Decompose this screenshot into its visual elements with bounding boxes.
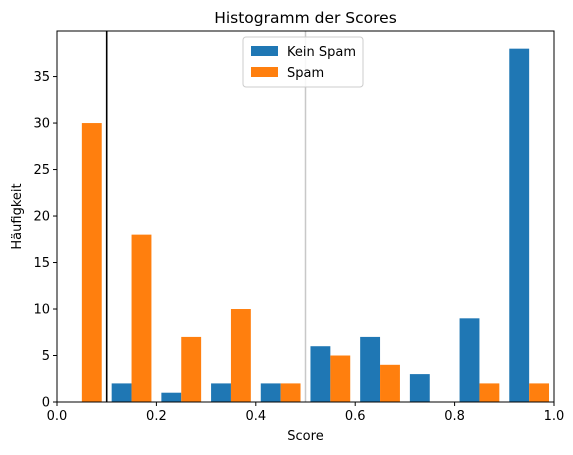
y-ticks-layer: 0 5 10 15 20 25 30 35 [33,70,57,411]
bar-kein-spam-bin-8 [459,318,480,402]
chart-title: Histogramm der Scores [214,9,397,27]
x-tick-label: 1.0 [544,409,565,424]
bar-kein-spam-bin-5 [310,346,331,402]
x-tick-label: 0.2 [146,409,167,424]
legend: Kein Spam Spam [242,36,364,88]
x-tick-label: 0.4 [245,409,266,424]
bar-kein-spam-bin-9 [509,48,530,403]
y-tick-label: 20 [33,210,50,225]
bar-spam-bin-5 [330,355,351,402]
bar-kein-spam-bin-3 [211,383,231,402]
x-tick-label: 0.6 [345,409,366,424]
bar-kein-spam-bin-7 [409,374,430,402]
x-tick-label: 0.0 [47,409,68,424]
y-tick-label: 0 [42,396,50,411]
bar-kein-spam-bin-4 [260,383,281,402]
bar-spam-bin-3 [230,309,251,402]
y-tick-label: 15 [33,256,50,271]
bar-spam-bin-9 [529,383,550,402]
x-axis-label: Score [287,429,323,444]
bar-spam-bin-1 [131,234,152,402]
bar-spam-bin-0 [81,123,102,402]
bar-spam-bin-8 [479,383,500,402]
y-tick-label: 30 [33,117,50,132]
legend-label-spam: Spam [287,66,324,81]
bars-layer [81,48,550,403]
bar-kein-spam-bin-2 [161,392,182,402]
x-ticks-layer: 0.0 0.2 0.4 0.6 0.8 1.0 [47,402,565,424]
legend-label-kein-spam: Kein Spam [287,45,356,60]
x-tick-label: 0.8 [444,409,465,424]
y-tick-label: 5 [42,349,50,364]
y-tick-label: 35 [33,70,50,85]
bar-spam-bin-2 [181,336,202,402]
bar-kein-spam-bin-1 [111,383,132,402]
legend-swatch-kein-spam [251,46,278,56]
reference-lines-layer [105,31,307,402]
bar-spam-bin-4 [280,383,301,402]
bar-spam-bin-6 [380,364,400,402]
legend-swatch-spam [251,67,278,77]
bar-kein-spam-bin-6 [360,336,381,402]
y-tick-label: 10 [33,303,50,318]
y-tick-label: 25 [33,163,50,178]
y-axis-label: Häufigkeit [10,183,25,249]
